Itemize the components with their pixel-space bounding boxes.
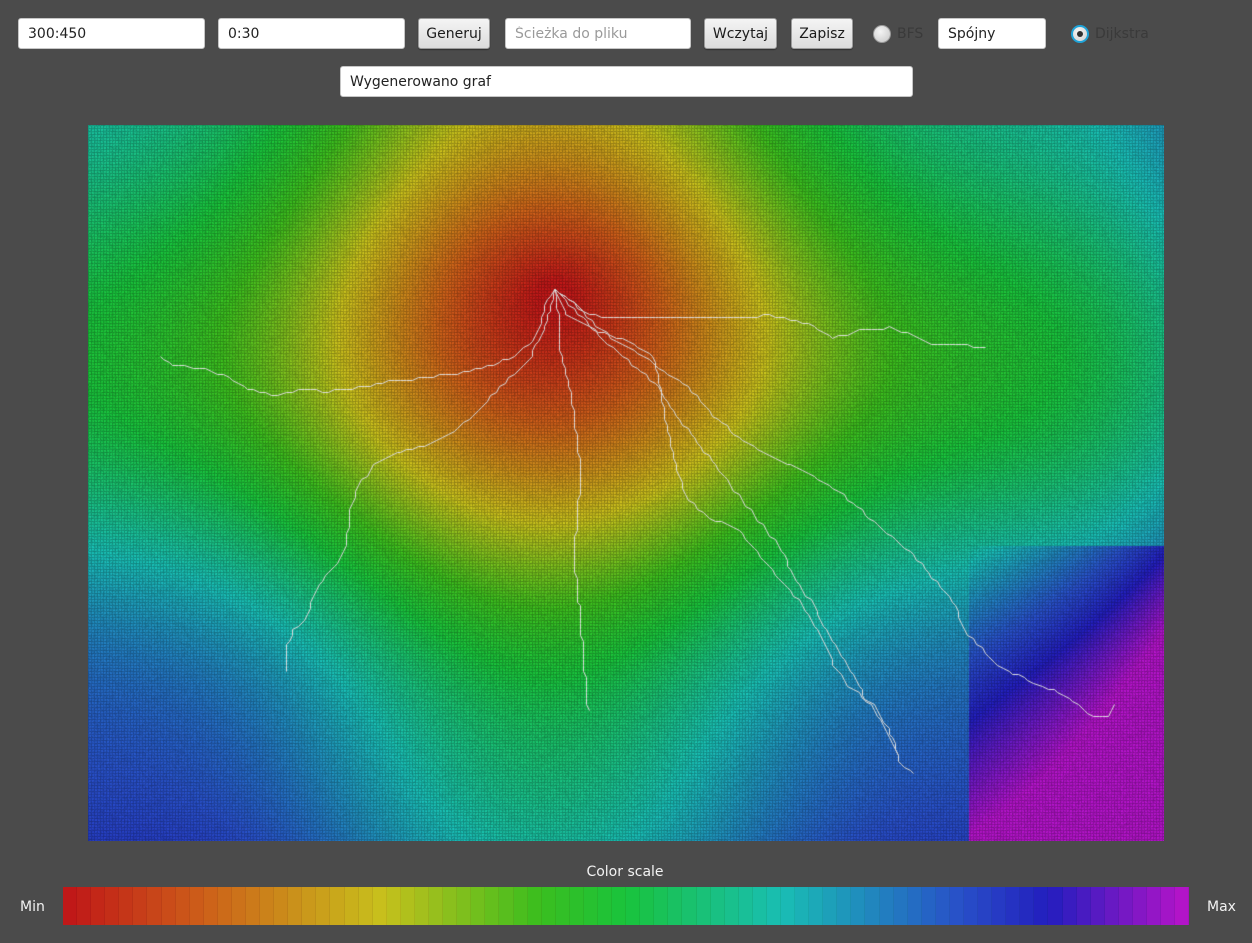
color-scale-step xyxy=(682,887,697,925)
color-scale-step xyxy=(414,887,430,925)
color-scale-step xyxy=(429,887,444,925)
color-scale-step xyxy=(316,887,331,925)
color-scale-step xyxy=(795,887,810,925)
color-scale-step xyxy=(260,887,275,925)
color-scale-step xyxy=(851,887,866,925)
color-scale-step xyxy=(752,887,767,925)
color-scale-step xyxy=(865,887,880,925)
color-scale-step xyxy=(1006,887,1021,925)
color-scale-max-label: Max xyxy=(1207,899,1236,915)
color-scale-step xyxy=(471,887,486,925)
color-scale-step xyxy=(1090,887,1105,925)
color-scale-step xyxy=(780,887,796,925)
color-scale-step xyxy=(696,887,711,925)
color-scale-step xyxy=(1147,887,1162,925)
color-scale-step xyxy=(527,887,542,925)
color-scale-step xyxy=(612,887,627,925)
color-scale-step xyxy=(879,887,894,925)
color-scale-step xyxy=(541,887,556,925)
color-scale-step xyxy=(288,887,303,925)
color-scale-step xyxy=(1062,887,1077,925)
color-scale-step xyxy=(499,887,514,925)
color-scale-step xyxy=(91,887,106,925)
color-scale-bar xyxy=(63,887,1190,925)
color-scale-step xyxy=(837,887,852,925)
color-scale-step xyxy=(1161,887,1176,925)
color-scale-step xyxy=(443,887,458,925)
color-scale-step xyxy=(710,887,725,925)
dijkstra-radio-indicator[interactable] xyxy=(1071,25,1089,43)
color-scale-step xyxy=(1175,887,1190,925)
color-scale-step xyxy=(189,887,204,925)
graph-size-input[interactable] xyxy=(18,18,205,49)
color-scale-step xyxy=(1132,887,1148,925)
color-scale-step xyxy=(893,887,908,925)
color-scale-step xyxy=(372,887,387,925)
color-scale-step xyxy=(246,887,261,925)
dijkstra-radio[interactable]: Dijkstra xyxy=(1071,22,1149,46)
color-scale-step xyxy=(175,887,190,925)
color-scale-step xyxy=(668,887,683,925)
color-scale-min-label: Min xyxy=(20,899,45,915)
color-scale-step xyxy=(1118,887,1133,925)
color-scale-step xyxy=(1048,887,1063,925)
color-scale-step xyxy=(766,887,781,925)
file-path-input[interactable] xyxy=(505,18,691,49)
color-scale-step xyxy=(935,887,950,925)
color-scale-step xyxy=(964,887,979,925)
color-scale-step xyxy=(119,887,134,925)
color-scale-step xyxy=(1020,887,1035,925)
color-scale-step xyxy=(344,887,359,925)
load-button[interactable]: Wczytaj xyxy=(704,18,777,49)
color-scale-step xyxy=(77,887,92,925)
color-scale-step xyxy=(513,887,528,925)
color-scale-step xyxy=(949,887,964,925)
graph-heatmap-canvas[interactable] xyxy=(88,125,1164,841)
color-scale-step xyxy=(1104,887,1119,925)
color-scale-step xyxy=(907,887,922,925)
color-scale-step xyxy=(105,887,120,925)
color-scale-step xyxy=(640,887,655,925)
color-scale-step xyxy=(358,887,373,925)
color-scale-step xyxy=(738,887,753,925)
color-scale-step xyxy=(654,887,669,925)
save-button[interactable]: Zapisz xyxy=(791,18,853,49)
color-scale-step xyxy=(203,887,218,925)
color-scale-step xyxy=(330,887,345,925)
color-scale-title: Color scale xyxy=(586,864,664,880)
color-scale-step xyxy=(1034,887,1049,925)
color-scale-step xyxy=(823,887,838,925)
color-scale-step xyxy=(231,887,247,925)
color-scale-step xyxy=(978,887,993,925)
bfs-radio-label: BFS xyxy=(897,26,924,42)
generate-button[interactable]: Generuj xyxy=(418,18,490,49)
color-scale-step xyxy=(302,887,317,925)
color-scale-step xyxy=(569,887,584,925)
color-scale-step xyxy=(63,887,78,925)
color-scale-step xyxy=(161,887,176,925)
color-scale-step xyxy=(626,887,641,925)
color-scale-step xyxy=(809,887,824,925)
color-scale-step xyxy=(217,887,232,925)
color-scale-step xyxy=(921,887,936,925)
color-scale-step xyxy=(1076,887,1091,925)
color-scale-step xyxy=(386,887,401,925)
color-scale-step xyxy=(724,887,739,925)
bfs-radio[interactable]: BFS xyxy=(873,22,923,46)
color-scale-step xyxy=(457,887,472,925)
color-scale-step xyxy=(133,887,148,925)
color-scale-step xyxy=(485,887,500,925)
dijkstra-radio-label: Dijkstra xyxy=(1095,26,1149,42)
color-scale-step xyxy=(597,887,613,925)
color-scale-step xyxy=(555,887,570,925)
status-message-field[interactable] xyxy=(340,66,913,97)
connectivity-field[interactable] xyxy=(938,18,1046,49)
color-scale-step xyxy=(992,887,1007,925)
color-scale-step xyxy=(274,887,289,925)
color-scale-step xyxy=(400,887,415,925)
weight-range-input[interactable] xyxy=(218,18,405,49)
color-scale-step xyxy=(147,887,162,925)
bfs-radio-indicator[interactable] xyxy=(873,25,891,43)
color-scale-step xyxy=(583,887,598,925)
